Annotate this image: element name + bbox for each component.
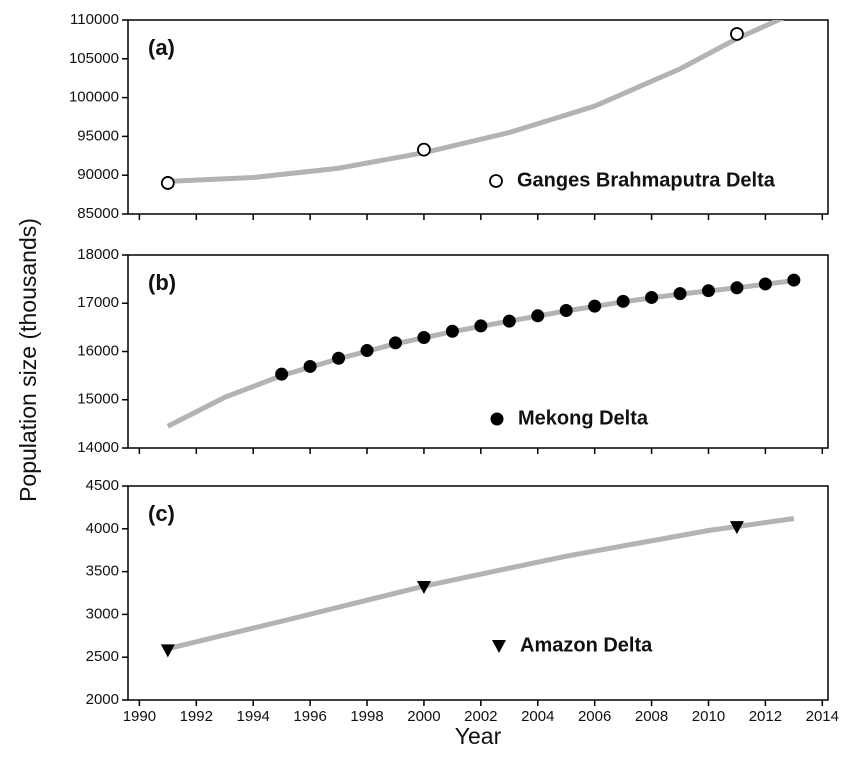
marker <box>160 176 175 190</box>
fit-line <box>166 278 795 429</box>
plot-frame <box>127 485 829 701</box>
marker <box>588 299 602 313</box>
marker <box>417 331 431 345</box>
x-tick-label: 2002 <box>464 708 497 725</box>
y-tick-label: 110000 <box>70 11 119 28</box>
y-tick-label: 17000 <box>77 294 119 311</box>
marker <box>160 644 175 658</box>
plot-area <box>167 516 795 652</box>
y-tick-label: 3000 <box>86 605 119 622</box>
marker <box>388 336 402 350</box>
y-tick-label: 95000 <box>77 127 119 144</box>
marker <box>531 309 545 323</box>
plot-area <box>167 20 785 184</box>
x-tick-label: 2000 <box>407 708 440 725</box>
marker <box>787 273 801 287</box>
marker <box>559 303 573 317</box>
marker <box>730 27 744 41</box>
legend-marker <box>492 640 506 653</box>
marker <box>645 290 659 304</box>
y-tick-label: 4000 <box>86 520 119 537</box>
marker <box>275 367 289 381</box>
y-tick-label: 14000 <box>77 439 119 456</box>
x-tick-label: 2014 <box>806 708 839 725</box>
marker <box>758 277 772 291</box>
y-tick-label: 16000 <box>77 342 119 359</box>
y-tick-label: 15000 <box>77 391 119 408</box>
marker <box>729 521 744 535</box>
y-tick-label: 2000 <box>86 691 119 708</box>
y-tick-label: 4500 <box>86 477 119 494</box>
legend-marker <box>490 412 504 426</box>
y-axis-title: Population size (thousands) <box>15 218 41 502</box>
marker <box>445 324 459 338</box>
panel-label: (c) <box>148 501 175 526</box>
x-tick-label: 1996 <box>293 708 326 725</box>
panel-label: (a) <box>148 35 175 60</box>
fit-line <box>167 516 795 652</box>
plot-frame <box>127 19 829 215</box>
marker <box>701 284 715 298</box>
x-axis-title: Year <box>455 723 502 749</box>
marker <box>616 294 630 308</box>
marker <box>416 581 431 595</box>
x-tick-label: 2008 <box>635 708 668 725</box>
plot-area <box>166 278 795 429</box>
marker <box>474 319 488 333</box>
x-tick-label: 1994 <box>237 708 270 725</box>
legend-label: Amazon Delta <box>520 634 653 656</box>
marker <box>303 359 317 373</box>
y-tick-label: 3500 <box>86 563 119 580</box>
y-tick-label: 2500 <box>86 648 119 665</box>
x-tick-label: 2006 <box>578 708 611 725</box>
legend-marker <box>489 174 503 188</box>
legend-label: Mekong Delta <box>518 407 649 429</box>
y-tick-label: 90000 <box>77 166 119 183</box>
x-tick-label: 2004 <box>521 708 554 725</box>
x-tick-label: 1998 <box>350 708 383 725</box>
y-tick-label: 85000 <box>77 205 119 222</box>
plot-frame <box>127 254 829 449</box>
marker <box>673 287 687 301</box>
x-tick-label: 2012 <box>749 708 782 725</box>
marker <box>332 351 346 365</box>
marker <box>502 314 516 328</box>
marker <box>417 142 431 157</box>
y-tick-label: 18000 <box>77 246 119 263</box>
y-tick-label: 100000 <box>69 89 119 106</box>
x-tick-label: 2010 <box>692 708 725 725</box>
y-tick-label: 105000 <box>69 50 119 67</box>
panel-label: (b) <box>148 270 176 295</box>
marker <box>730 281 744 295</box>
fit-line <box>167 20 785 184</box>
x-tick-label: 1990 <box>123 708 156 725</box>
x-tick-label: 1992 <box>180 708 213 725</box>
marker <box>360 344 374 358</box>
legend-label: Ganges Brahmaputra Delta <box>517 169 776 191</box>
